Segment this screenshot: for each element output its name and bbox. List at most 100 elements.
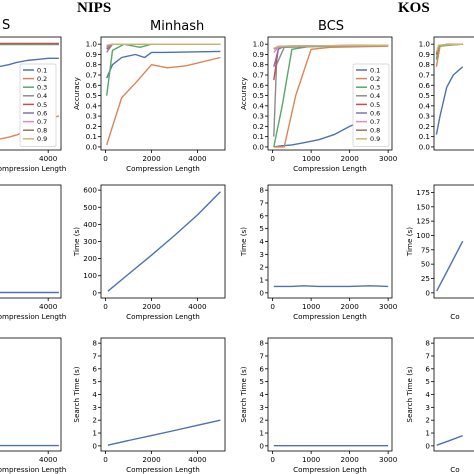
axes-frame xyxy=(267,184,393,299)
y-tick-label: 200 xyxy=(83,254,97,263)
x-axis-label: Compression Length xyxy=(126,465,200,474)
x-tick-label: 3000 xyxy=(379,455,398,464)
x-tick-label: 4000 xyxy=(39,455,58,464)
x-axis-label: Compression Length xyxy=(0,312,66,321)
y-axis-label: Time (s) xyxy=(405,227,414,257)
legend-label-0.6: 0.6 xyxy=(37,109,47,117)
y-axis-label: Search Time (s) xyxy=(405,366,414,422)
y-tick-label: 0.7 xyxy=(86,71,97,80)
chart-2: 0 2000 4000 0.00.10.20.3 0.40.50.60.7 0.80.91… xyxy=(72,36,226,173)
axes-frame xyxy=(0,337,62,452)
y-tick-label: 0.9 xyxy=(253,50,265,59)
y-tick-label: 25 xyxy=(421,274,430,283)
y-axis-label: Accuracy xyxy=(239,76,248,110)
y-tick-label: 0.8 xyxy=(419,60,431,69)
series-line-0.2 xyxy=(106,56,221,146)
x-tick-label: 2000 xyxy=(142,154,161,163)
x-axis-label: Co xyxy=(450,465,459,474)
x-axis-label: Compression Length xyxy=(0,465,66,474)
x-axis-label: Compression Length xyxy=(293,312,367,321)
y-tick-label: 0.1 xyxy=(419,132,430,141)
x-axis-label: Compression Length xyxy=(126,164,200,173)
y-tick-label: 5 xyxy=(92,377,97,386)
y-tick-label: 1 xyxy=(259,276,264,285)
y-tick-label: 3 xyxy=(259,250,264,259)
y-tick-label: 1 xyxy=(92,429,97,438)
legend-label-0.3: 0.3 xyxy=(37,84,47,92)
y-tick-label: 2 xyxy=(92,416,97,425)
dataset-header-nips: NIPS xyxy=(77,0,112,16)
legend-label-0.4: 0.4 xyxy=(370,92,380,100)
y-tick-label: 0.5 xyxy=(419,91,430,100)
y-tick-label: 0.4 xyxy=(86,101,98,110)
chart-6: 0 2000 4000 0 100 200 300 400 500 600 Compression … xyxy=(72,184,226,321)
x-axis-label: Compression Length xyxy=(293,465,367,474)
y-tick-label: 8 xyxy=(425,339,430,348)
legend-label-0.1: 0.1 xyxy=(370,66,380,74)
y-axis-label: Time (s) xyxy=(72,227,81,257)
series-line-main xyxy=(436,240,464,292)
legend-label-0.7: 0.7 xyxy=(37,118,47,126)
chart-8: 0 25 50 75 100 125 150 175 Co Time (s) xyxy=(405,184,474,321)
legend-1: 0.10.20.30.40.50.60.70.80.9 xyxy=(19,63,57,147)
y-tick-label: 1 xyxy=(425,429,430,438)
axes-frame xyxy=(433,337,474,452)
y-tick-label: 0.0 xyxy=(253,142,265,151)
legend-2: 0.10.20.30.40.50.60.70.80.9 xyxy=(352,63,390,147)
chart-11: 0 1000 2000 3000 0 1 2 3 4 5 6 7 8 Compression Length… xyxy=(239,337,398,474)
x-tick-label: 2000 xyxy=(142,302,161,311)
axes-frame xyxy=(0,184,62,299)
y-tick-label: 0 xyxy=(92,441,97,450)
x-tick-label: 1000 xyxy=(302,154,321,163)
y-tick-label: 0.3 xyxy=(419,112,430,121)
legend-label-0.4: 0.4 xyxy=(37,92,47,100)
y-tick-label: 0.0 xyxy=(86,142,98,151)
legend-box xyxy=(352,63,390,147)
chart-10: 0 2000 4000 0 1 2 3 4 5 6 7 8 Compression Length Sear… xyxy=(72,337,226,474)
y-tick-label: 4 xyxy=(259,390,264,399)
y-tick-label: 100 xyxy=(83,271,97,280)
y-axis-label: Accuracy xyxy=(72,76,81,110)
series-line-0.9 xyxy=(273,44,389,49)
series-line-0.2 xyxy=(273,45,389,148)
y-tick-label: 4 xyxy=(92,390,97,399)
legend-label-0.9: 0.9 xyxy=(370,135,380,143)
y-tick-label: 0.8 xyxy=(86,60,98,69)
y-tick-label: 8 xyxy=(92,339,97,348)
y-tick-label: 0.9 xyxy=(419,50,431,59)
y-tick-label: 0.2 xyxy=(253,122,264,131)
y-tick-label: 3 xyxy=(425,403,430,412)
y-tick-label: 0 xyxy=(259,288,264,297)
chart-12: 0 1 2 3 4 5 6 7 8 Co Search Time (s) xyxy=(405,337,474,474)
y-tick-label: 175 xyxy=(416,188,430,197)
axes-frame xyxy=(267,337,393,452)
y-tick-label: 3 xyxy=(259,403,264,412)
y-tick-label: 7 xyxy=(425,351,430,360)
series-line-0.1 xyxy=(435,66,464,135)
subtitle-fragment-left: S xyxy=(2,18,11,33)
y-tick-label: 50 xyxy=(421,260,431,269)
x-tick-label: 4000 xyxy=(188,154,207,163)
y-tick-label: 7 xyxy=(92,351,97,360)
series-line-main xyxy=(107,419,221,446)
legend-label-0.2: 0.2 xyxy=(370,75,380,83)
x-tick-label: 3000 xyxy=(379,302,398,311)
y-axis-label: Search Time (s) xyxy=(72,366,81,422)
x-tick-label: 2000 xyxy=(142,455,161,464)
y-axis-label: Time (s) xyxy=(239,227,248,257)
x-tick-label: 0 xyxy=(270,302,275,311)
y-tick-label: 0 xyxy=(92,288,97,297)
x-tick-label: 2000 xyxy=(340,455,359,464)
y-tick-label: 0.9 xyxy=(86,50,98,59)
y-tick-label: 0.1 xyxy=(253,132,264,141)
y-tick-label: 0 xyxy=(259,441,264,450)
legend-label-0.7: 0.7 xyxy=(370,118,380,126)
y-tick-label: 5 xyxy=(259,224,264,233)
x-tick-label: 0 xyxy=(103,455,108,464)
y-tick-label: 0.3 xyxy=(86,112,97,121)
y-tick-label: 600 xyxy=(83,186,97,195)
y-tick-label: 0.4 xyxy=(253,101,265,110)
y-tick-label: 0.7 xyxy=(419,71,430,80)
